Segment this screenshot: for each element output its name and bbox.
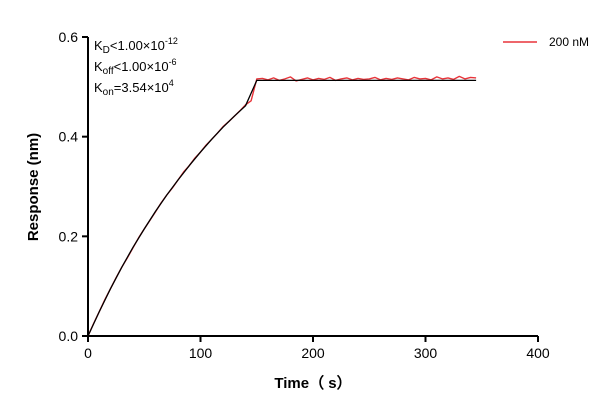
kon-annotation: Kon=3.54×104 <box>94 78 174 98</box>
fit-curve-line <box>87 79 477 337</box>
y-tick-label: 0.0 <box>59 328 79 344</box>
x-tick-label: 200 <box>301 345 325 361</box>
kinetics-annotations: KD<1.00×10-12 Koff<1.00×10-6 Kon=3.54×10… <box>94 36 178 98</box>
y-ticks: 0.0 0.2 0.4 0.6 <box>59 29 88 344</box>
legend: 200 nM <box>503 35 589 49</box>
x-tick-label: 300 <box>414 345 438 361</box>
kd-annotation: KD<1.00×10-12 <box>94 36 178 56</box>
measured-curve-line-200nm <box>87 75 477 337</box>
legend-label-200nm: 200 nM <box>549 35 589 49</box>
x-tick-label: 400 <box>526 345 550 361</box>
y-tick-label: 0.2 <box>59 228 79 244</box>
koff-annotation: Koff<1.00×10-6 <box>94 57 177 77</box>
plot-area <box>87 75 477 337</box>
x-axis-title: Time（ s） <box>274 374 351 392</box>
x-tick-label: 0 <box>84 345 92 361</box>
y-axis-title: Response (nm) <box>25 133 42 241</box>
y-tick-label: 0.4 <box>59 129 79 145</box>
x-tick-label: 100 <box>189 345 213 361</box>
x-ticks: 0 100 200 300 400 <box>84 336 550 361</box>
y-tick-label: 0.6 <box>59 29 79 45</box>
